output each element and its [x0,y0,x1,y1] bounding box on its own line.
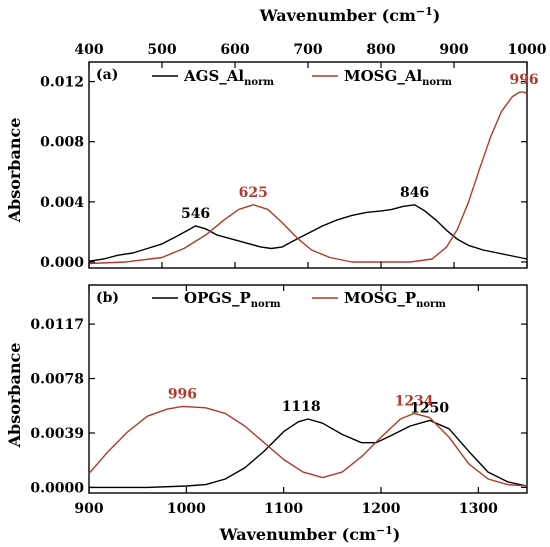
legend-label-ags-al: AGS_Alnorm [183,67,274,88]
panel-b-peak-label: 1234 [395,393,434,409]
panel-b-peak-label: 1250 [410,400,449,416]
panel-a-frame [88,61,528,269]
panel-b-legend: OPGS_Pnorm MOSG_Pnorm [152,289,446,310]
bottom-axis-tick-label: 1000 [167,501,206,517]
bottom-axis-tick-label: 1200 [362,501,401,517]
top-axis-tick-label: 500 [147,42,176,58]
panel-a-peak-label: 546 [181,206,210,222]
panel-b-peak-label: 1118 [282,399,321,415]
panel-a-ytick-label: 0.000 [40,255,84,271]
top-axis-tick-label: 1000 [508,42,547,58]
chart-marks: 0.000 0.004 0.008 0.012 546 625 846 996 0.0000 0.… [30,42,546,517]
bottom-axis-tick-label: 900 [74,501,103,517]
top-axis-tick-label: 700 [293,42,322,58]
bottom-axis-tick-label: 1300 [459,501,498,517]
bottom-axis-tick-label: 1100 [264,501,303,517]
top-axis-title: Wavenumber (cm−1) [259,5,441,25]
top-axis-tick-label: 400 [74,42,103,58]
top-axis-tick-label: 800 [366,42,395,58]
panel-a-label: (a) [96,67,118,83]
panel-a-ytick-label: 0.012 [40,75,84,91]
legend-label-mosg-p: MOSG_Pnorm [344,289,446,310]
panel-a-legend: AGS_Alnorm MOSG_Alnorm [152,67,452,88]
panel-a-peak-label: 996 [509,72,538,88]
top-axis-tick-label: 600 [220,42,249,58]
panel-a-series-black-line [88,204,528,262]
panel-b-ytick-label: 0.0000 [30,480,84,496]
panel-b-ytick-label: 0.0117 [30,317,84,333]
panel-b-series-black-line [89,418,528,489]
panel-a-peak-label: 625 [239,185,268,201]
panel-a-ylabel: Absorbance [5,118,24,224]
panel-b-frame [88,284,528,494]
panel-a-ytick-label: 0.008 [40,135,84,151]
top-axis-tick-label: 900 [439,42,468,58]
legend-label-mosg-al: MOSG_Alnorm [344,67,452,88]
legend-label-opgs-p: OPGS_Pnorm [184,289,281,310]
panel-b-ytick-label: 0.0078 [30,372,84,388]
panel-b-label: (b) [96,290,119,306]
panel-a-series-red-line [88,91,528,265]
panel-b-ylabel: Absorbance [5,343,24,449]
panel-b-ytick-label: 0.0039 [30,426,84,442]
bottom-axis-title: Wavenumber (cm−1) [219,524,401,544]
panel-b-series-red-line [88,405,528,487]
panel-b-peak-label: 996 [168,386,197,402]
panel-a-ytick-label: 0.004 [40,195,84,211]
panel-a-peak-label: 846 [400,185,429,201]
